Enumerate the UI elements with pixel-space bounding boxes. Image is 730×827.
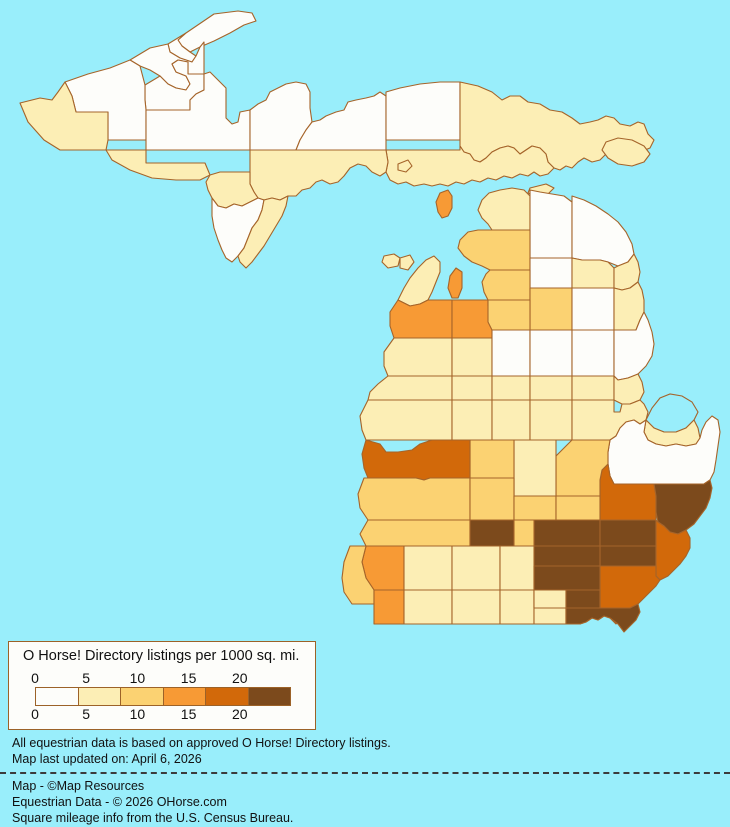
county-roscommon[interactable] <box>529 329 573 377</box>
county-ionia[interactable] <box>513 495 557 521</box>
county-delta[interactable] <box>249 149 389 201</box>
county-crawford[interactable] <box>571 287 615 331</box>
county-mackinac[interactable] <box>385 145 555 187</box>
county-lapeer[interactable] <box>599 545 657 567</box>
county-presque-isle[interactable] <box>571 195 635 267</box>
legend-ticks-bottom: 0 5 10 15 20 <box>31 706 291 722</box>
county-ogemaw[interactable] <box>571 329 615 377</box>
county-shiawassee[interactable] <box>533 519 601 547</box>
footer-census-credit: Square mileage info from the U.S. Census… <box>12 811 294 825</box>
county-kent[interactable] <box>469 477 515 521</box>
county-kalkaska[interactable] <box>529 287 573 331</box>
county-barry[interactable] <box>469 519 515 547</box>
island-beaver-group[interactable] <box>435 189 453 219</box>
island-north-manitou[interactable] <box>381 253 401 269</box>
county-cass[interactable] <box>373 589 405 625</box>
legend-tick-top-1: 5 <box>82 670 91 686</box>
legend-swatch-2[interactable] <box>121 688 164 705</box>
county-keweenaw[interactable] <box>177 10 257 53</box>
island-beaver[interactable] <box>399 254 415 271</box>
legend-tick-bottom-2: 10 <box>129 706 146 722</box>
legend-tick-bottom-4: 20 <box>232 706 248 722</box>
county-newaygo[interactable] <box>451 399 493 441</box>
county-gladwin[interactable] <box>571 375 615 401</box>
county-emmet[interactable] <box>477 187 531 231</box>
county-calhoun[interactable] <box>451 545 501 591</box>
county-muskegon[interactable] <box>361 439 471 481</box>
legend-color-bar <box>35 687 291 706</box>
county-wexford[interactable] <box>451 337 493 377</box>
island-tiny-up[interactable] <box>397 159 413 173</box>
county-montmorency[interactable] <box>571 257 615 289</box>
legend-title: O Horse! Directory listings per 1000 sq.… <box>23 648 300 664</box>
county-eaton[interactable] <box>513 519 535 547</box>
county-antrim-lower[interactable] <box>487 299 531 331</box>
county-isabella[interactable] <box>529 399 573 441</box>
legend-swatch-4[interactable] <box>206 688 249 705</box>
county-hillsdale[interactable] <box>499 589 535 625</box>
legend-swatch-0[interactable] <box>36 688 79 705</box>
county-menominee-south[interactable] <box>237 195 289 269</box>
last-updated-note: Map last updated on: April 6, 2026 <box>12 752 202 766</box>
county-osceola[interactable] <box>491 375 531 401</box>
county-chippewa-island[interactable] <box>601 137 651 167</box>
county-livingston[interactable] <box>533 545 601 567</box>
county-antrim[interactable] <box>481 269 531 301</box>
legend-tick-top-4: 20 <box>232 670 248 686</box>
county-clare[interactable] <box>529 375 573 401</box>
legend-swatch-1[interactable] <box>78 688 121 705</box>
county-otsego[interactable] <box>529 257 573 289</box>
legend-tick-bottom-3: 15 <box>180 706 197 722</box>
county-st-joseph[interactable] <box>403 589 453 625</box>
legend-ticks-top: 0 5 10 15 20 <box>31 670 291 686</box>
county-clinton[interactable] <box>555 495 601 521</box>
footer-map-credit: Map - ©Map Resources <box>12 779 145 793</box>
county-gratiot[interactable] <box>513 439 557 497</box>
county-lake[interactable] <box>451 375 493 401</box>
county-oakland[interactable] <box>599 565 661 609</box>
county-monroe[interactable] <box>565 589 641 633</box>
footer-divider <box>0 772 730 774</box>
county-gogebic[interactable] <box>19 81 109 151</box>
county-iron[interactable] <box>105 149 211 181</box>
county-manistee[interactable] <box>383 337 453 377</box>
county-missaukee[interactable] <box>491 329 531 377</box>
county-grand-traverse[interactable] <box>451 299 493 339</box>
county-luce[interactable] <box>385 81 461 141</box>
legend-panel: O Horse! Directory listings per 1000 sq.… <box>8 641 316 730</box>
county-branch[interactable] <box>451 589 501 625</box>
county-oceana[interactable] <box>359 399 453 441</box>
footer-data-credit: Equestrian Data - © 2026 OHorse.com <box>12 795 227 809</box>
data-source-note: All equestrian data is based on approved… <box>12 736 391 750</box>
county-arenac[interactable] <box>613 373 645 405</box>
county-charlevoix[interactable] <box>457 229 531 271</box>
county-allegan[interactable] <box>359 519 471 547</box>
county-genesee[interactable] <box>599 519 657 547</box>
county-cheboygan[interactable] <box>529 189 573 259</box>
legend-tick-top-2: 10 <box>129 670 146 686</box>
county-mason[interactable] <box>367 375 453 401</box>
county-benzie[interactable] <box>389 299 453 339</box>
legend-tick-top-0: 0 <box>31 670 39 686</box>
legend-swatch-5[interactable] <box>248 688 290 705</box>
legend-swatch-3[interactable] <box>163 688 206 705</box>
county-mecosta[interactable] <box>491 399 531 441</box>
county-ottawa[interactable] <box>357 477 471 521</box>
legend-tick-top-3: 15 <box>180 670 197 686</box>
county-old-mission-peninsula[interactable] <box>447 267 463 299</box>
legend-tick-bottom-0: 0 <box>31 706 39 722</box>
legend-tick-bottom-1: 5 <box>82 706 91 722</box>
county-kalamazoo[interactable] <box>403 545 453 591</box>
